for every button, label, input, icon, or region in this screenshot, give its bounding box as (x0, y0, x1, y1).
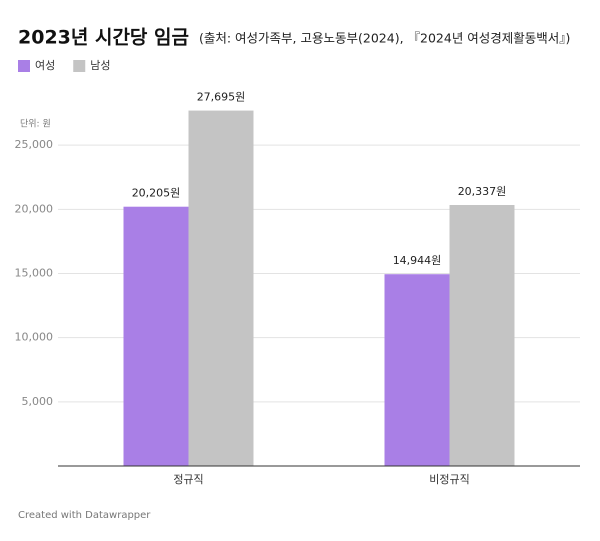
value-label: 14,944원 (393, 254, 442, 267)
value-label: 20,205원 (132, 187, 181, 200)
value-label: 20,337원 (458, 185, 507, 198)
y-tick-label: 15,000 (15, 267, 54, 280)
value-label: 27,695원 (197, 91, 246, 104)
bar (449, 205, 515, 467)
unit-label: 단위: 원 (20, 119, 51, 130)
legend-swatch (18, 60, 30, 72)
chart-subtitle: (출처: 여성가족부, 고용노동부(2024), 『2024년 여성경제활동백서… (199, 31, 570, 46)
y-tick-label: 5,000 (22, 395, 54, 408)
x-tick-label: 비정규직 (429, 473, 469, 486)
y-tick-label: 10,000 (15, 331, 54, 344)
legend-swatch (73, 60, 86, 72)
bar (384, 274, 450, 466)
bar (188, 110, 254, 466)
legend-label: 여성 (35, 59, 55, 72)
bar (123, 206, 189, 466)
footer: Created with Datawrapper (18, 510, 151, 521)
chart-title: 2023년 시간당 임금 (18, 27, 189, 49)
x-tick-label: 정규직 (173, 473, 203, 486)
y-tick-label: 20,000 (15, 202, 54, 215)
legend-label: 남성 (90, 59, 110, 72)
y-tick-label: 25,000 (15, 138, 54, 151)
